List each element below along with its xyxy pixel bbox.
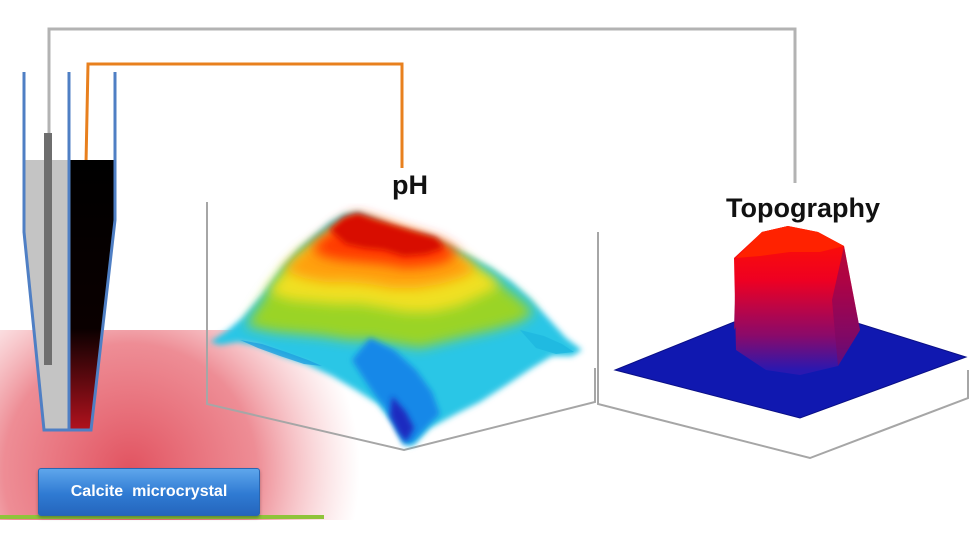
ph-axes (206, 202, 596, 452)
topography-wire (47, 27, 797, 183)
topography-surface-plot (613, 226, 968, 419)
topography-axes (597, 232, 969, 460)
topography-label: Topography (726, 193, 880, 223)
calcite-microcrystal-label: Calcite microcrystal (70, 483, 228, 500)
calcite-microcrystal-box: Calcite microcrystal (38, 468, 260, 516)
double-barrel-nanopipette-icon (22, 72, 117, 432)
ph-surface-plot (210, 212, 582, 446)
ph-label: pH (392, 170, 428, 200)
